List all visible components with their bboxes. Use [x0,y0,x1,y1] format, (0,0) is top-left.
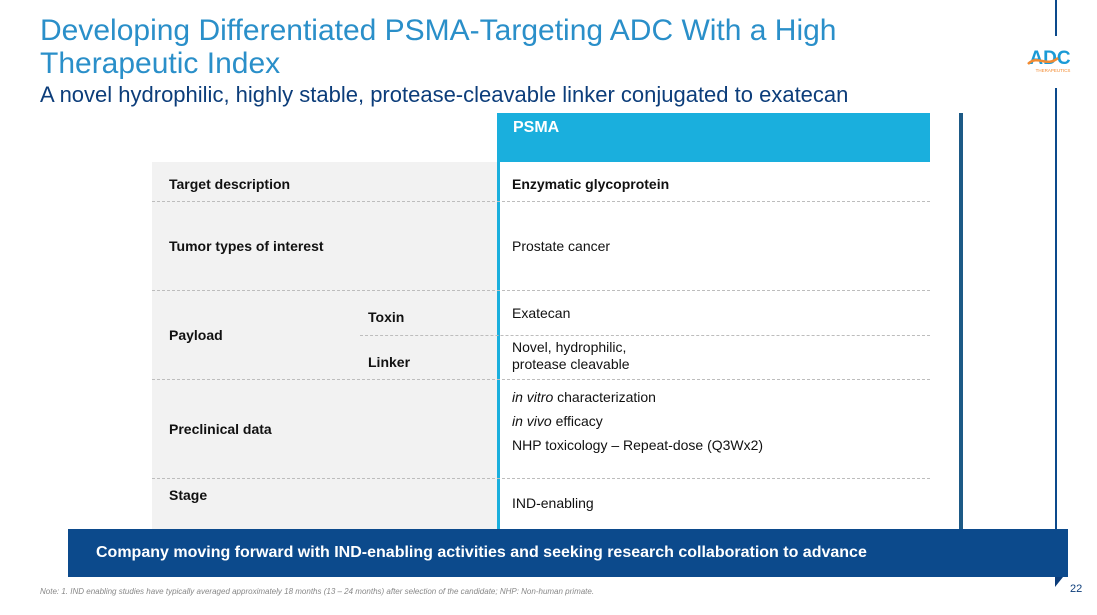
row-divider [152,290,930,291]
footnote: Note: 1. IND enabling studies have typic… [40,587,595,596]
cell-line: protease cleavable [512,356,630,372]
column-header-label: PSMA [513,119,560,136]
svg-text:ADC: ADC [1029,48,1070,69]
company-logo: ADC THERAPEUTICS [1026,44,1076,74]
cell-line: Novel, hydrophilic, [512,339,627,355]
right-accent-bar [959,113,963,529]
slide-subtitle: A novel hydrophilic, highly stable, prot… [40,82,849,107]
page-number: 22 [1070,583,1083,595]
column-divider [497,113,500,529]
divider [1055,0,1057,36]
row-label: Stage [169,487,208,503]
cell-value: Exatecan [512,305,571,321]
row-label: Tumor types of interest [169,238,324,254]
row-label: Preclinical data [169,421,272,437]
list-item: NHP toxicology – Repeat-dose (Q3Wx2) [512,437,764,453]
cell-value: Prostate cancer [512,238,611,254]
slide-title: Developing Differentiated PSMA-Targeting… [40,14,837,80]
row-divider [152,478,930,479]
row-label: Target description [169,176,291,192]
sub-label: Linker [368,354,411,370]
banner-text: Company moving forward with IND-enabling… [96,544,867,561]
row-divider [360,335,930,336]
row-divider [152,201,930,202]
sub-label: Toxin [368,309,405,325]
svg-text:THERAPEUTICS: THERAPEUTICS [1036,68,1071,73]
list-item: in vivo efficacy [512,413,603,429]
label-column [152,162,498,529]
cell-value: IND-enabling [512,495,594,511]
corner-triangle [1055,577,1063,587]
summary-banner: Company moving forward with IND-enabling… [68,529,1068,577]
preclinical-list: in vitro characterization in vivo effica… [512,385,763,457]
divider [1055,88,1057,577]
row-divider [152,379,930,380]
list-item: in vitro characterization [512,389,656,405]
row-label: Payload [169,327,223,343]
cell-value: Enzymatic glycoprotein [512,176,670,192]
column-header: PSMA [498,113,930,162]
cell-value: Novel, hydrophilic, protease cleavable [512,339,630,373]
